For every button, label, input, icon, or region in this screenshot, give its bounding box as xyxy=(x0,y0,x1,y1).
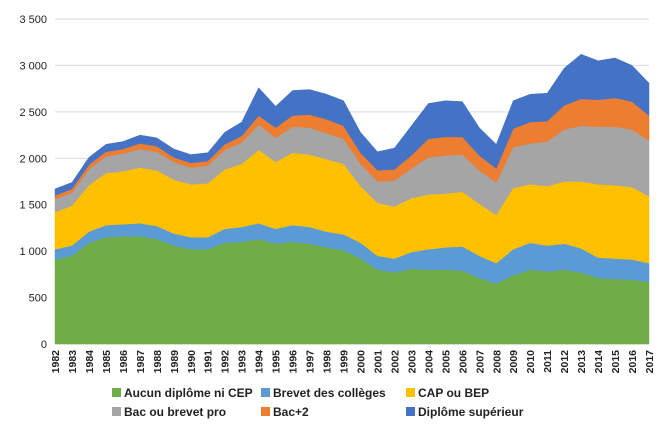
x-tick-label: 1992 xyxy=(220,350,232,374)
legend-swatch xyxy=(112,407,121,416)
x-tick-label: 1985 xyxy=(101,350,113,374)
x-tick-label: 1991 xyxy=(203,350,215,374)
legend-label: Bac ou brevet pro xyxy=(124,405,226,419)
x-tick-label: 1995 xyxy=(271,350,283,374)
x-tick-label: 2015 xyxy=(610,350,622,374)
x-tick-label: 2017 xyxy=(644,350,656,374)
x-tick-label: 2003 xyxy=(406,350,418,374)
legend: Aucun diplôme ni CEP Brevet des collèges C… xyxy=(112,386,524,419)
y-tick-label: 3 500 xyxy=(19,14,47,26)
x-tick-label: 2007 xyxy=(474,350,486,374)
x-tick-label: 2002 xyxy=(389,350,401,374)
y-tick-label: 1 000 xyxy=(19,246,47,258)
y-tick-label: 500 xyxy=(29,293,47,305)
y-tick-label: 0 xyxy=(41,339,47,351)
legend-swatch xyxy=(112,388,121,397)
legend-swatch xyxy=(406,388,415,397)
x-tick-label: 1986 xyxy=(118,350,130,374)
area-series-6 xyxy=(54,54,650,196)
x-tick-label: 2010 xyxy=(525,350,537,374)
x-tick-label: 2008 xyxy=(491,350,503,374)
legend-label: CAP ou BEP xyxy=(418,386,489,400)
y-tick-label: 2 000 xyxy=(19,153,47,165)
x-tick-label: 2014 xyxy=(593,350,605,374)
x-tick-label: 1987 xyxy=(135,350,147,374)
legend-label: Brevet des collèges xyxy=(273,386,386,400)
x-tick-label: 2004 xyxy=(423,350,435,374)
x-tick-label: 1996 xyxy=(288,350,300,374)
x-tick-label: 1998 xyxy=(322,350,334,374)
x-tick-label: 1990 xyxy=(186,350,198,374)
x-tick-label: 1982 xyxy=(50,350,62,374)
area-series-group xyxy=(54,54,650,345)
x-tick-label: 1999 xyxy=(339,350,351,374)
x-tick-label: 2005 xyxy=(440,350,452,374)
x-tick-label: 1984 xyxy=(84,350,96,374)
x-tick-label: 2009 xyxy=(508,350,520,374)
x-tick-label: 1994 xyxy=(254,350,266,374)
x-axis: 1982 1983 1984 1985 1986 1987 1988 1989 1990 1991… xyxy=(50,350,656,374)
legend-label: Bac+2 xyxy=(273,405,309,419)
x-tick-label: 1993 xyxy=(237,350,249,374)
x-tick-label: 2011 xyxy=(542,350,554,373)
x-tick-label: 2016 xyxy=(627,350,639,374)
x-tick-label: 2006 xyxy=(457,350,469,374)
y-tick-label: 2 500 xyxy=(19,107,47,119)
x-tick-label: 1983 xyxy=(67,350,79,374)
x-tick-label: 2013 xyxy=(576,350,588,374)
y-tick-label: 1 500 xyxy=(19,200,47,212)
x-tick-label: 2001 xyxy=(372,350,384,374)
x-tick-label: 1989 xyxy=(169,350,181,374)
legend-swatch xyxy=(406,407,415,416)
y-axis: 0 500 1 000 1 500 2 000 2 500 3 000 3 500 xyxy=(19,14,47,351)
x-tick-label: 1988 xyxy=(152,350,164,374)
legend-label: Diplôme supérieur xyxy=(418,405,524,419)
legend-swatch xyxy=(261,407,270,416)
x-tick-label: 2000 xyxy=(355,350,367,374)
legend-label: Aucun diplôme ni CEP xyxy=(124,386,253,400)
x-tick-label: 1997 xyxy=(305,350,317,374)
legend-swatch xyxy=(261,388,270,397)
y-tick-label: 3 000 xyxy=(19,60,47,72)
x-tick-label: 2012 xyxy=(559,350,571,374)
